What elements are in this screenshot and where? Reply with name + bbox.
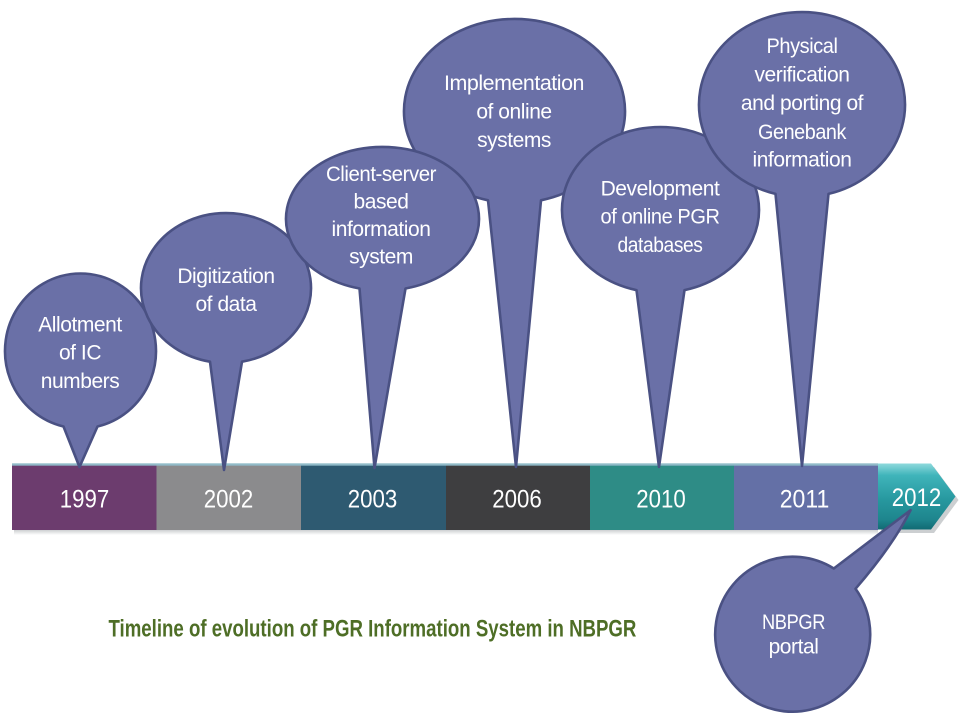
svg-text:databases: databases (618, 234, 703, 257)
svg-text:2006: 2006 (492, 485, 542, 513)
svg-text:of online: of online (476, 101, 551, 124)
svg-text:systems: systems (477, 129, 551, 152)
svg-text:2002: 2002 (204, 485, 254, 513)
svg-text:of data: of data (195, 293, 257, 316)
svg-text:2003: 2003 (348, 485, 398, 513)
svg-text:2010: 2010 (636, 485, 686, 513)
svg-text:Digitization: Digitization (177, 265, 274, 288)
svg-text:based: based (354, 191, 409, 214)
svg-text:verification: verification (755, 64, 850, 87)
svg-text:of online PGR: of online PGR (601, 206, 720, 229)
svg-text:Genebank: Genebank (758, 121, 847, 144)
svg-text:portal: portal (769, 636, 819, 659)
svg-text:system: system (349, 246, 413, 269)
svg-text:NBPGR: NBPGR (762, 611, 825, 634)
svg-text:2012: 2012 (892, 484, 942, 512)
svg-text:and porting of: and porting of (741, 92, 864, 115)
svg-text:Development: Development (601, 178, 720, 201)
svg-text:Implementation: Implementation (444, 72, 584, 95)
svg-text:of IC: of IC (59, 342, 101, 365)
svg-text:Client-server: Client-server (326, 163, 436, 186)
svg-text:1997: 1997 (60, 485, 110, 513)
svg-text:Allotment: Allotment (38, 314, 122, 337)
svg-text:2011: 2011 (780, 485, 830, 513)
svg-text:numbers: numbers (41, 370, 120, 393)
svg-text:information: information (332, 218, 431, 241)
svg-text:Physical: Physical (767, 35, 838, 58)
svg-text:Timeline of evolution of PGR I: Timeline of evolution of PGR Information… (109, 615, 637, 642)
svg-text:information: information (753, 149, 852, 172)
